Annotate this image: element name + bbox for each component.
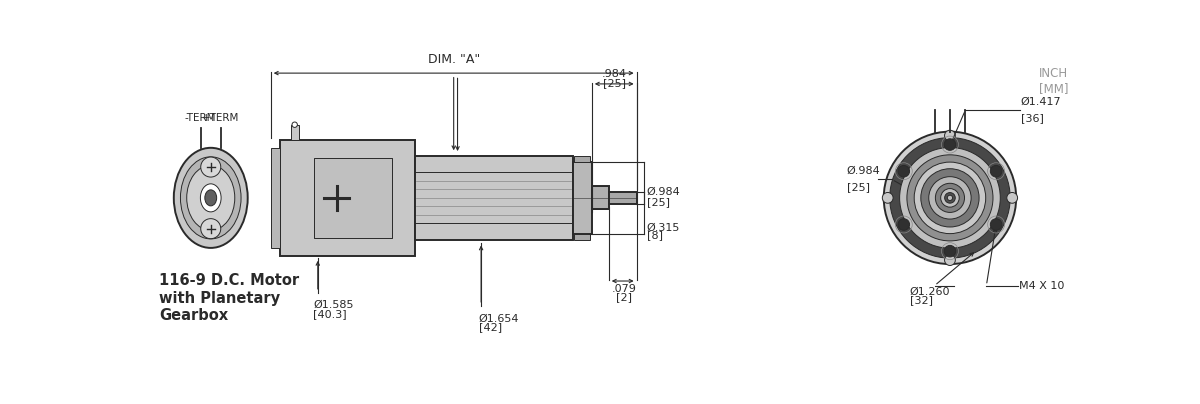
Text: Ø1.260: Ø1.260: [910, 287, 950, 297]
Text: [8]: [8]: [647, 230, 662, 240]
Circle shape: [990, 165, 1002, 177]
Ellipse shape: [200, 184, 221, 212]
Ellipse shape: [205, 190, 217, 206]
Bar: [271, 148, 280, 248]
Circle shape: [914, 162, 985, 234]
Bar: [280, 140, 415, 256]
Text: [25]: [25]: [647, 198, 670, 208]
Circle shape: [944, 255, 955, 265]
Text: Ø1.417: Ø1.417: [1021, 97, 1062, 107]
Circle shape: [900, 147, 1001, 248]
Circle shape: [944, 139, 955, 150]
Circle shape: [944, 130, 955, 141]
Circle shape: [1007, 192, 1018, 203]
Text: M4 X 10: M4 X 10: [1019, 281, 1064, 290]
Ellipse shape: [200, 219, 221, 239]
Text: [32]: [32]: [910, 295, 932, 305]
Bar: [608, 192, 636, 204]
Text: DIM. "A": DIM. "A": [427, 53, 480, 66]
Text: [2]: [2]: [617, 292, 632, 303]
Bar: [592, 186, 608, 209]
Bar: [415, 156, 572, 240]
Text: [36]: [36]: [1021, 113, 1044, 123]
Text: [40.3]: [40.3]: [313, 309, 347, 319]
Bar: [572, 162, 592, 234]
Text: +TERM: +TERM: [202, 113, 240, 123]
Bar: [574, 234, 590, 240]
Circle shape: [898, 165, 910, 177]
Circle shape: [882, 192, 893, 203]
Bar: [574, 156, 590, 162]
Text: INCH
[MM]: INCH [MM]: [1039, 67, 1069, 95]
Text: .984: .984: [601, 69, 626, 78]
Bar: [290, 125, 299, 140]
Circle shape: [990, 219, 1002, 230]
Circle shape: [935, 183, 965, 213]
Text: [25]: [25]: [847, 182, 870, 192]
Circle shape: [944, 193, 955, 203]
Text: .079: .079: [612, 284, 637, 294]
Circle shape: [920, 169, 979, 227]
Circle shape: [944, 245, 955, 257]
Circle shape: [292, 122, 298, 127]
Circle shape: [941, 189, 959, 207]
Ellipse shape: [200, 157, 221, 177]
Text: 116-9 D.C. Motor
with Planetary
Gearbox: 116-9 D.C. Motor with Planetary Gearbox: [160, 274, 299, 323]
Circle shape: [883, 132, 1016, 264]
Bar: [313, 158, 392, 238]
Text: Ø1.654: Ø1.654: [479, 314, 520, 323]
Circle shape: [898, 219, 910, 230]
Ellipse shape: [187, 165, 235, 230]
Ellipse shape: [180, 157, 241, 239]
Text: Ø1.585: Ø1.585: [313, 300, 354, 310]
Text: Ø.315: Ø.315: [647, 223, 680, 232]
Circle shape: [929, 177, 971, 219]
Text: Ø.984: Ø.984: [647, 187, 680, 197]
Text: Ø.984: Ø.984: [847, 166, 881, 176]
Text: [25]: [25]: [602, 78, 625, 88]
Text: [42]: [42]: [479, 322, 502, 332]
Circle shape: [889, 138, 1010, 258]
Circle shape: [907, 155, 992, 241]
Text: -TERM: -TERM: [185, 113, 216, 123]
Circle shape: [947, 195, 953, 200]
Ellipse shape: [174, 148, 247, 248]
